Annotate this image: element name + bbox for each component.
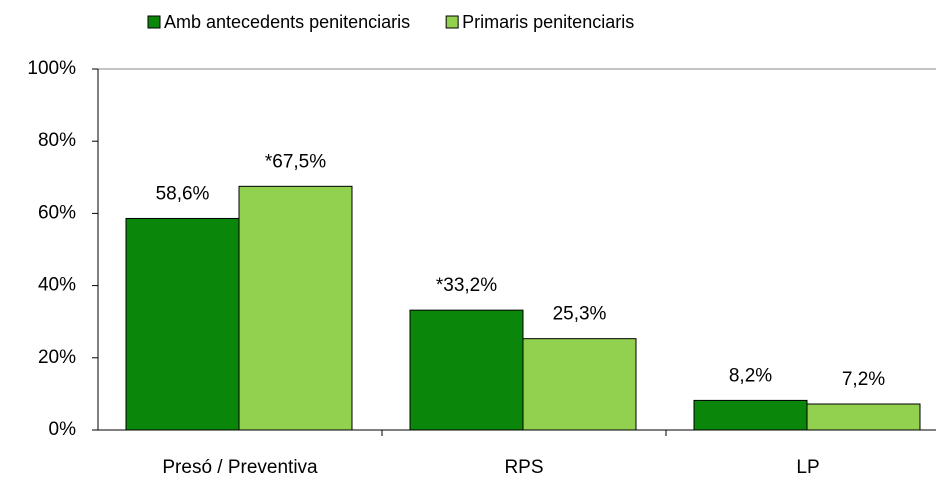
value-label: *67,5% (265, 151, 326, 172)
y-tick-label: 40% (38, 275, 76, 296)
value-label: *33,2% (436, 275, 497, 296)
y-tick-label: 80% (38, 130, 76, 151)
y-tick-label: 100% (27, 58, 76, 79)
value-label: 8,2% (729, 365, 772, 386)
y-tick-label: 20% (38, 347, 76, 368)
x-tick-label: LP (796, 457, 819, 478)
legend-swatch (445, 15, 459, 29)
value-label: 58,6% (156, 183, 210, 204)
value-label: 7,2% (842, 369, 885, 390)
x-tick-label: RPS (504, 457, 543, 478)
y-tick-label: 0% (49, 419, 77, 440)
legend-swatch (147, 15, 161, 29)
bar (522, 338, 637, 431)
legend-label: Primaris penitenciaris (462, 12, 634, 32)
bar (238, 185, 353, 431)
bar (125, 217, 240, 431)
x-tick-label: Presó / Preventiva (162, 457, 318, 478)
bar (409, 309, 524, 431)
legend-label: Amb antecedents penitenciaris (164, 12, 410, 32)
bar (806, 403, 921, 431)
y-tick-label: 60% (38, 202, 76, 223)
bar (693, 399, 808, 431)
value-label: 25,3% (553, 304, 607, 325)
